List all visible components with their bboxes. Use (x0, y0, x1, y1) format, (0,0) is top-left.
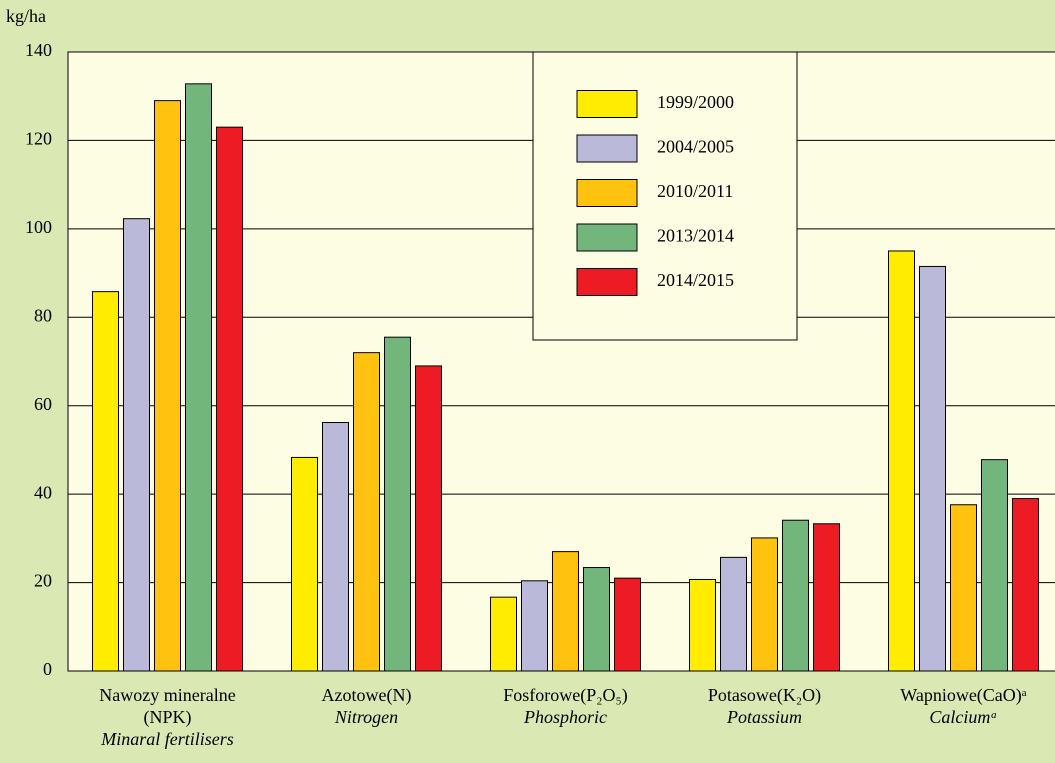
bar (720, 556, 747, 672)
category-subtitle: Nitrogen (334, 707, 399, 727)
legend-swatch (576, 90, 638, 118)
y-tick-label: 100 (25, 217, 52, 237)
category-label: Wapniowe(CaO)ᵃ Calciumᵃ (874, 684, 1054, 728)
bar (950, 504, 977, 672)
bar (185, 83, 212, 672)
bar (1012, 498, 1039, 672)
category-subtitle: Phosphoric (524, 707, 607, 727)
y-tick-label: 120 (25, 129, 52, 149)
legend-label: 2004/2005 (657, 137, 734, 157)
category-name: Azotowe(N) (321, 685, 412, 705)
category-subtitle: Calciumᵃ (929, 707, 998, 727)
category-subtitle: Minaral fertilisers (101, 729, 234, 749)
bar (583, 567, 610, 672)
bar (415, 365, 442, 672)
y-tick-label: 60 (34, 394, 52, 414)
bar (888, 250, 915, 672)
legend-label: 2014/2015 (657, 270, 734, 290)
bar (614, 577, 641, 672)
y-tick-label: 140 (25, 40, 52, 60)
legend-label: 2013/2014 (657, 226, 734, 246)
legend-swatch (576, 134, 638, 163)
category-label: Nawozy mineralne (NPK) Minaral fertiliser… (78, 684, 258, 750)
category-subtitle: Potassium (726, 707, 802, 727)
bar (552, 551, 579, 672)
category-label: Fosforowe(P₂O₅) Phosphoric (476, 684, 656, 728)
y-axis-label: kg/ha (6, 6, 46, 26)
bar (384, 336, 411, 672)
bar (813, 523, 840, 672)
legend-swatch (576, 223, 638, 252)
bar (216, 126, 243, 672)
bar (353, 352, 380, 672)
bar (490, 596, 517, 672)
bar (123, 218, 150, 672)
bar (919, 265, 946, 672)
bar (92, 291, 119, 672)
y-tick-label: 20 (34, 571, 52, 591)
category-name: Potasowe(K₂O) (707, 685, 822, 705)
y-tick-label: 40 (34, 482, 52, 502)
bar (782, 519, 809, 672)
legend-label: 1999/2000 (657, 92, 734, 112)
bar (322, 422, 349, 672)
y-tick-label: 0 (43, 659, 52, 679)
category-name: Fosforowe(P₂O₅) (503, 685, 628, 705)
legend-swatch (576, 268, 638, 296)
bar (751, 537, 778, 672)
category-name: Nawozy mineralne (NPK) (99, 685, 236, 727)
bar (154, 100, 181, 672)
y-tick-label: 80 (34, 305, 52, 325)
legend-swatch (576, 179, 638, 207)
bar (291, 456, 318, 672)
category-label: Potasowe(K₂O) Potassium (675, 684, 855, 728)
bar (689, 578, 716, 672)
bar (521, 580, 548, 672)
category-label: Azotowe(N) Nitrogen (277, 684, 457, 728)
legend-label: 2010/2011 (657, 181, 733, 201)
category-name: Wapniowe(CaO)ᵃ (900, 685, 1027, 705)
bar (981, 459, 1008, 672)
